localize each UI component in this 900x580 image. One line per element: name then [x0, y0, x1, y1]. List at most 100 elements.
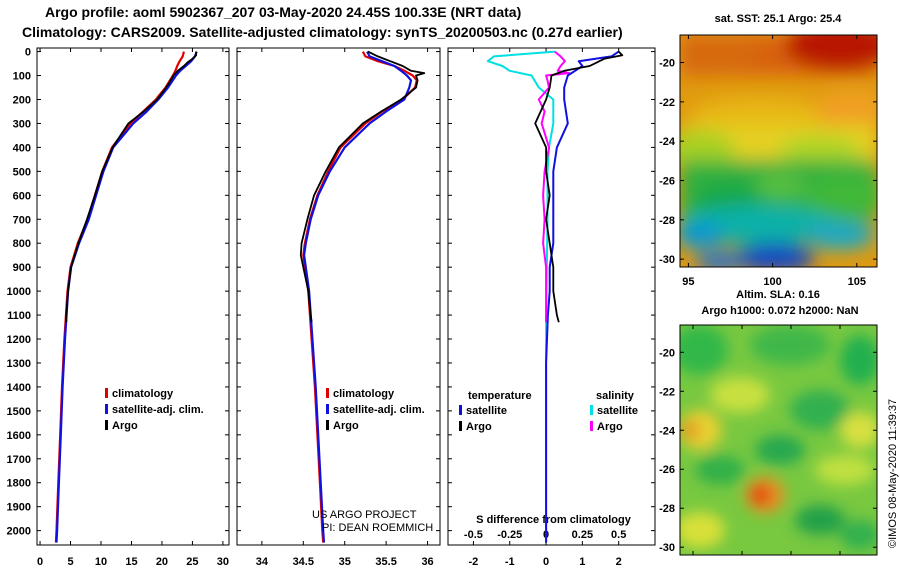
- legend-difference: temperature salinity satellite Argo satellit…: [459, 390, 638, 433]
- y-tick-label: 1900: [7, 502, 31, 514]
- y-tick-label: 1000: [7, 286, 31, 298]
- legend-label-sal-satellite: satellite: [597, 405, 638, 417]
- series-satellite: [55, 51, 198, 543]
- sla-map-axes: -20 -22 -24 -26 -28 -30: [659, 347, 877, 554]
- series-salinity-satellite: [486, 50, 555, 543]
- panel-2: 34 34.5 35 35.5 36 climatology satellite-adj. …: [236, 47, 441, 568]
- x-tick-label-bottom: -2: [469, 556, 479, 568]
- legend-label-temp-argo: Argo: [466, 421, 492, 433]
- panel-frame: [236, 47, 441, 546]
- legend-label-argo: Argo: [112, 420, 138, 432]
- legend-label-sal-argo: Argo: [597, 421, 623, 433]
- legend-swatch-climatology: [105, 388, 108, 398]
- x-tick-label-salinity-scale: 0.5: [611, 529, 626, 541]
- panel-frame: [447, 47, 656, 546]
- series-salinity-argo: [537, 50, 571, 323]
- legend-label-climatology: climatology: [333, 388, 395, 400]
- legend-swatch-argo: [105, 420, 108, 430]
- credit-line-2: PI: DEAN ROEMMICH: [322, 522, 433, 534]
- panel-3: -2 -1 0 1 2-0.5 -0.25 0 0.25 0.5S difference fro…: [447, 47, 656, 568]
- sst-title: sat. SST: 25.1 Argo: 25.4: [715, 13, 843, 25]
- y-tick-label: 1200: [7, 334, 31, 346]
- y-tick-label: 1700: [7, 454, 31, 466]
- y-tick-label: 0: [25, 47, 31, 59]
- legend-salinity: climatology satellite-adj. clim. Argo: [326, 388, 425, 432]
- sla-title: Altim. SLA: 0.16: [736, 289, 820, 301]
- x-tick-label-salinity-scale: -0.5: [464, 529, 483, 541]
- series-climatology: [54, 51, 185, 543]
- legend-header-temperature: temperature: [468, 390, 532, 402]
- series-argo: [299, 50, 426, 323]
- x-tick-label: 20: [156, 556, 168, 568]
- diff-axis-label: S difference from climatology: [476, 514, 632, 526]
- series-satellite: [303, 51, 413, 543]
- y-tick-label: 2000: [7, 526, 31, 538]
- y-tick-label: 900: [13, 262, 31, 274]
- series-temperature-argo: [534, 50, 624, 323]
- y-tick-label: -26: [659, 464, 675, 476]
- y-tick-label: 1300: [7, 358, 31, 370]
- legend-label-temp-satellite: satellite: [466, 405, 507, 417]
- y-tick-label: 1400: [7, 382, 31, 394]
- x-tick-label: 25: [186, 556, 198, 568]
- sla-heatmap: [680, 325, 877, 555]
- x-tick-label: 10: [95, 556, 107, 568]
- y-tick-label: -24: [659, 136, 676, 148]
- y-tick-label: 700: [13, 214, 31, 226]
- x-tick-label-bottom: 2: [616, 556, 622, 568]
- x-tick-label: 95: [682, 276, 694, 288]
- y-tick-label: 800: [13, 238, 31, 250]
- x-tick-label-salinity-scale: 0.25: [572, 529, 593, 541]
- x-tick-label: 30: [217, 556, 229, 568]
- y-tick-label: -28: [659, 215, 675, 227]
- x-tick-label: 35.5: [375, 556, 396, 568]
- legend-swatch-sal-satellite: [590, 405, 593, 415]
- legend-label-argo: Argo: [333, 420, 359, 432]
- y-tick-label: -30: [659, 542, 675, 554]
- series-argo: [65, 51, 198, 323]
- legend-swatch-argo: [326, 420, 329, 430]
- title-line-1: Argo profile: aoml 5902367_207 03-May-20…: [45, 4, 522, 20]
- legend-swatch-satellite: [326, 404, 329, 414]
- y-tick-label: 100: [13, 71, 31, 83]
- legend-swatch-satellite: [105, 404, 108, 414]
- legend-swatch-temp-satellite: [459, 405, 462, 415]
- x-tick-label: 34: [256, 556, 269, 568]
- x-tick-label-bottom: 0: [543, 556, 549, 568]
- y-tick-label: 500: [13, 166, 31, 178]
- legend-header-salinity: salinity: [596, 390, 635, 402]
- legend-label-satellite: satellite-adj. clim.: [333, 404, 425, 416]
- x-tick-label-bottom: 1: [579, 556, 585, 568]
- x-tick-label-bottom: -1: [505, 556, 515, 568]
- y-tick-label: 1600: [7, 430, 31, 442]
- y-tick-label: -20: [659, 58, 675, 70]
- imos-stamp: ©IMOS 08-May-2020 11:39:37: [887, 399, 899, 548]
- y-tick-label: -22: [659, 97, 675, 109]
- y-tick-label: -20: [659, 347, 675, 359]
- x-tick-label: 15: [125, 556, 137, 568]
- x-tick-label: 34.5: [293, 556, 314, 568]
- y-tick-label: 1800: [7, 478, 31, 490]
- x-tick-label: 36: [421, 556, 433, 568]
- y-tick-label: -22: [659, 386, 675, 398]
- panel-1: 0100200300400500600700800900100011001200…: [7, 47, 230, 568]
- x-tick-label: 5: [67, 556, 73, 568]
- sst-frame: [679, 34, 878, 268]
- series-temperature-satellite: [545, 50, 620, 543]
- y-tick-label: -24: [659, 425, 676, 437]
- title-line-2: Climatology: CARS2009. Satellite-adjuste…: [22, 24, 623, 40]
- y-tick-label: 1100: [7, 310, 31, 322]
- legend-label-satellite: satellite-adj. clim.: [112, 404, 204, 416]
- y-tick-label: 1500: [7, 406, 31, 418]
- credit-line-1: US ARGO PROJECT: [312, 509, 417, 521]
- y-tick-label: -26: [659, 175, 675, 187]
- x-tick-label-salinity-scale: -0.25: [497, 529, 522, 541]
- x-tick-label: 35: [339, 556, 351, 568]
- y-tick-label: 400: [13, 142, 31, 154]
- x-tick-label: 100: [763, 276, 781, 288]
- x-tick-label: 105: [848, 276, 866, 288]
- legend-swatch-temp-argo: [459, 421, 462, 431]
- x-tick-label: 0: [37, 556, 43, 568]
- legend-swatch-sal-argo: [590, 421, 593, 431]
